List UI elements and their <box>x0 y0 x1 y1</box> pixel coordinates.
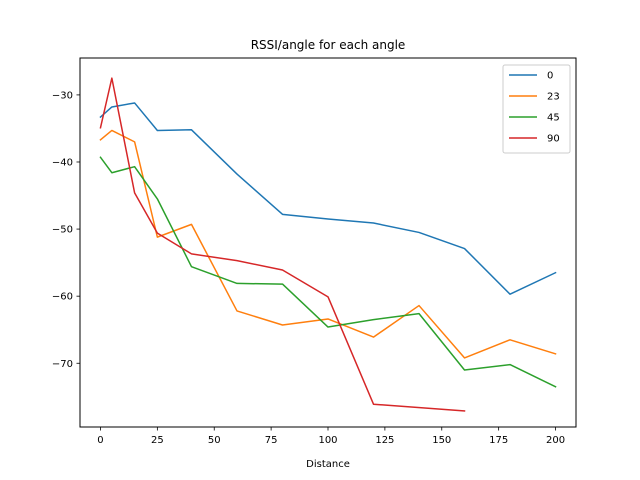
legend-label-23: 23 <box>547 92 560 103</box>
x-tick-label: 0 <box>97 435 103 446</box>
y-tick-label: −30 <box>52 90 73 101</box>
x-tick-label: 150 <box>432 435 451 446</box>
x-tick-label: 125 <box>375 435 394 446</box>
legend-label-0: 0 <box>547 71 553 82</box>
x-tick-label: 200 <box>546 435 565 446</box>
x-tick-label: 75 <box>265 435 278 446</box>
x-axis-ticks: 0 25 50 75 100 125 150 175 200 <box>97 427 565 446</box>
y-tick-label: −70 <box>52 359 73 370</box>
y-tick-label: −60 <box>52 292 73 303</box>
x-tick-label: 100 <box>318 435 337 446</box>
x-tick-label: 50 <box>208 435 221 446</box>
series-line-0 <box>99 102 557 295</box>
series-line-90 <box>99 77 466 412</box>
plot-area <box>99 77 557 412</box>
series-line-45 <box>99 156 557 388</box>
legend-label-90: 90 <box>547 134 560 145</box>
x-axis-label: Distance <box>306 459 350 470</box>
x-tick-label: 25 <box>151 435 164 446</box>
legend-label-45: 45 <box>547 113 560 124</box>
y-tick-label: −40 <box>52 157 73 168</box>
legend-box <box>502 64 571 154</box>
y-tick-label: −50 <box>52 225 73 236</box>
series-line-23 <box>99 129 557 359</box>
legend: 0 23 45 90 <box>502 64 571 154</box>
x-tick-label: 175 <box>489 435 508 446</box>
chart-title: RSSI/angle for each angle <box>251 38 406 52</box>
y-axis-ticks: −70 −60 −50 −40 −30 <box>52 90 80 370</box>
